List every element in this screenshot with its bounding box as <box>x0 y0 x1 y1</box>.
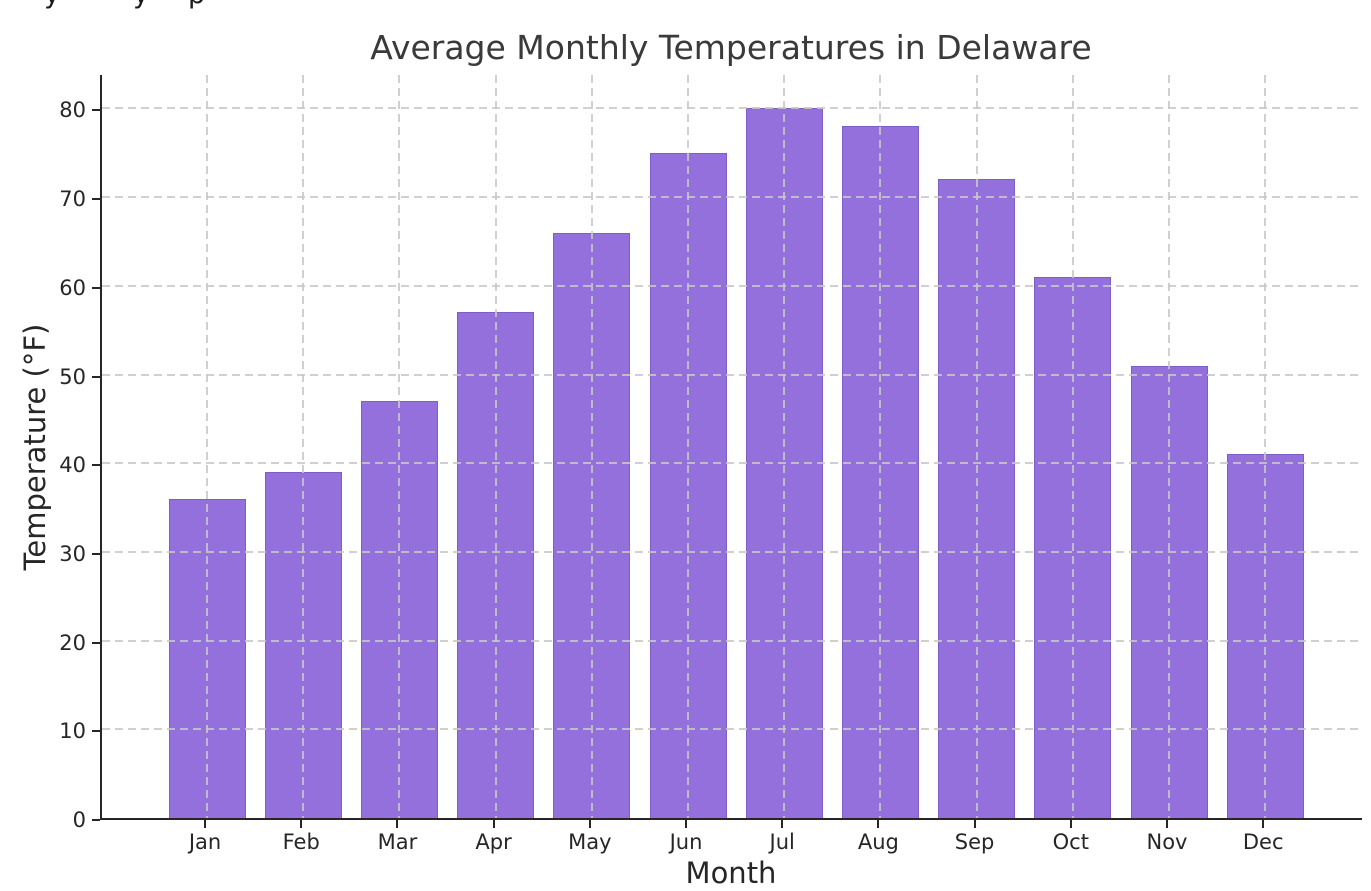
chart-title: Average Monthly Temperatures in Delaware <box>370 28 1092 67</box>
y-tick-label-10: 10 <box>59 719 86 744</box>
x-tick-label-nov: Nov <box>1146 830 1188 854</box>
x-tick-mark-oct <box>1069 820 1072 828</box>
gridline-v-dec <box>1264 75 1267 818</box>
y-tick-label-0: 0 <box>72 808 86 832</box>
gridline-v-apr <box>494 75 497 818</box>
y-tick-label-50: 50 <box>59 364 86 389</box>
x-tick-label-mar: Mar <box>377 830 418 854</box>
x-tick-mark-feb <box>300 820 303 828</box>
y-axis-label: Temperature (°F) <box>18 323 52 571</box>
plot-area <box>100 75 1362 820</box>
x-axis-label: Month <box>685 856 777 890</box>
gridline-h-70 <box>102 196 1362 199</box>
x-tick-label-oct: Oct <box>1052 830 1089 854</box>
y-tick-label-40: 40 <box>59 453 86 478</box>
x-tick-label-aug: Aug <box>857 830 899 854</box>
gridline-h-40 <box>102 462 1362 465</box>
cropped-glyph-0: y <box>44 0 60 9</box>
cropped-glyph-2: p <box>188 0 205 9</box>
x-tick-mark-mar <box>396 820 399 828</box>
x-tick-mark-jan <box>204 820 206 828</box>
x-tick-mark-may <box>588 820 591 828</box>
gridline-v-jan <box>206 75 208 818</box>
gridline-v-jul <box>783 75 786 818</box>
x-tick-label-feb: Feb <box>282 830 320 854</box>
x-tick-mark-apr <box>492 820 495 828</box>
x-tick-mark-jul <box>781 820 784 828</box>
x-tick-label-jan: Jan <box>188 830 222 854</box>
gridline-h-60 <box>102 284 1362 287</box>
y-tick-label-30: 30 <box>59 541 86 566</box>
gridline-h-20 <box>102 639 1362 642</box>
x-tick-label-jun: Jun <box>669 830 703 854</box>
gridline-h-50 <box>102 373 1362 376</box>
y-tick-label-60: 60 <box>59 275 86 300</box>
y-tick-mark-0 <box>92 819 100 821</box>
gridline-v-mar <box>398 75 401 818</box>
x-tick-mark-dec <box>1262 820 1265 828</box>
x-tick-label-may: May <box>568 830 612 854</box>
gridline-v-oct <box>1071 75 1074 818</box>
x-tick-label-dec: Dec <box>1242 830 1284 854</box>
y-tick-mark-60 <box>92 286 100 289</box>
gridline-v-nov <box>1168 75 1170 818</box>
gridline-v-sep <box>975 75 978 818</box>
gridline-h-80 <box>102 107 1362 110</box>
gridline-h-10 <box>102 728 1362 731</box>
y-tick-label-70: 70 <box>59 187 86 212</box>
cropped-glyph-1: y <box>133 0 149 9</box>
y-tick-label-80: 80 <box>59 98 86 123</box>
x-tick-mark-aug <box>877 820 880 828</box>
gridline-v-feb <box>302 75 305 818</box>
x-tick-label-apr: Apr <box>475 830 512 854</box>
x-tick-label-sep: Sep <box>954 830 995 854</box>
gridline-v-jun <box>687 75 689 818</box>
y-tick-label-20: 20 <box>59 630 86 655</box>
x-tick-mark-sep <box>973 820 976 828</box>
y-tick-mark-40 <box>92 464 100 467</box>
y-tick-mark-80 <box>92 109 100 112</box>
gridline-h-30 <box>102 550 1362 553</box>
cropped-text-artifact: yyp <box>0 0 400 9</box>
x-tick-label-jul: Jul <box>769 830 795 854</box>
x-tick-mark-jun <box>685 820 687 828</box>
gridline-v-aug <box>879 75 882 818</box>
y-tick-mark-20 <box>92 641 100 644</box>
y-tick-mark-10 <box>92 730 100 733</box>
x-tick-mark-nov <box>1166 820 1168 828</box>
y-tick-mark-30 <box>92 552 100 555</box>
y-tick-mark-70 <box>92 198 100 201</box>
gridline-v-may <box>590 75 593 818</box>
y-tick-mark-50 <box>92 375 100 378</box>
